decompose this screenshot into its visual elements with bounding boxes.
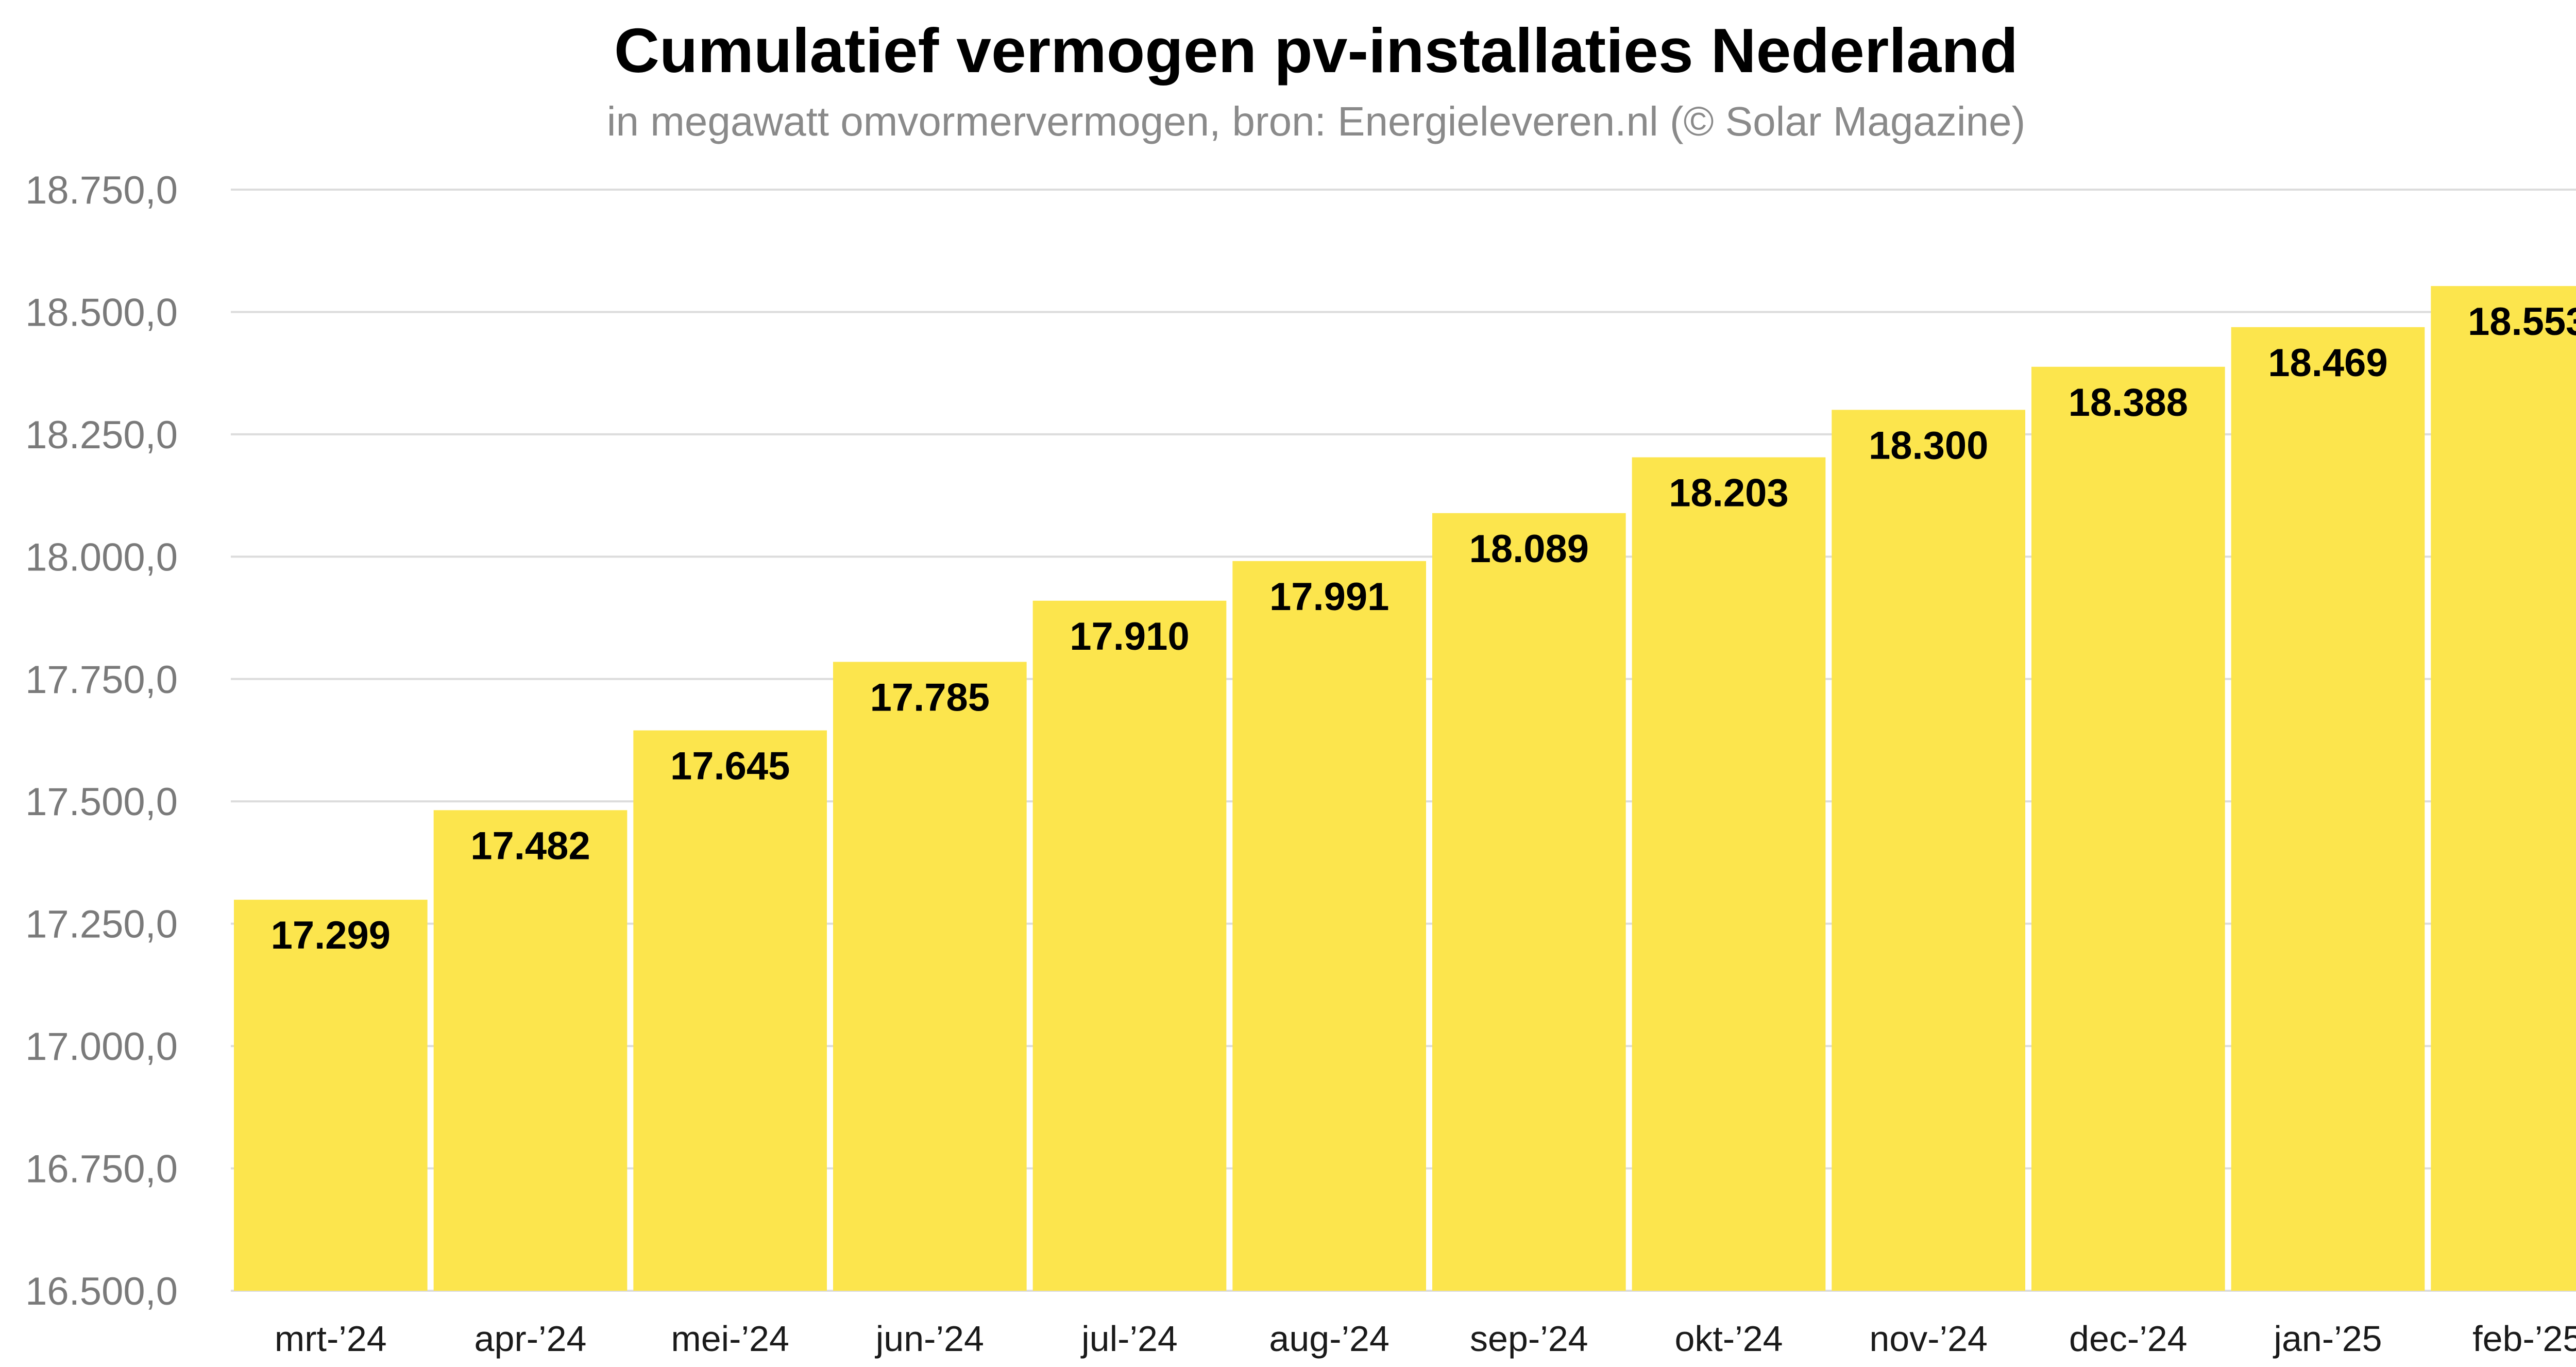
bar (433, 810, 628, 1291)
x-category-label: feb-’25 (2472, 1319, 2576, 1359)
x-category-label: okt-’24 (1674, 1319, 1783, 1359)
bar (1432, 513, 1626, 1291)
y-tick-label: 18.750,0 (25, 168, 178, 212)
data-label: 17.299 (271, 914, 391, 957)
bar (833, 662, 1027, 1291)
x-category-label: jan-’25 (2273, 1319, 2382, 1359)
y-tick-label: 16.500,0 (25, 1270, 178, 1313)
y-tick-label: 16.750,0 (25, 1147, 178, 1191)
x-category-label: mrt-’24 (275, 1319, 387, 1359)
y-tick-label: 18.250,0 (25, 413, 178, 457)
data-label: 17.910 (1070, 615, 1189, 659)
bars (234, 286, 2576, 1291)
bar (1032, 600, 1227, 1291)
data-label: 17.785 (870, 676, 990, 720)
data-label: 18.553 (2468, 300, 2576, 344)
y-tick-label: 17.750,0 (25, 658, 178, 702)
y-tick-label: 17.500,0 (25, 780, 178, 824)
y-tick-label: 18.500,0 (25, 291, 178, 334)
data-label: 18.203 (1669, 471, 1788, 515)
data-label: 18.089 (1469, 527, 1589, 571)
data-label: 18.300 (1869, 424, 1988, 467)
data-label: 18.469 (2268, 341, 2387, 385)
bar (234, 900, 428, 1291)
bar (1232, 561, 1426, 1291)
x-category-label: jun-’24 (875, 1319, 984, 1359)
x-category-label: aug-’24 (1269, 1319, 1389, 1359)
x-category-label: mei-’24 (671, 1319, 789, 1359)
x-category-label: sep-’24 (1470, 1319, 1588, 1359)
bar (1632, 457, 1826, 1291)
x-category-label: apr-’24 (474, 1319, 587, 1359)
x-category-label: jul-’24 (1080, 1319, 1178, 1359)
data-label: 18.388 (2069, 381, 2188, 425)
data-label: 17.991 (1269, 575, 1389, 619)
bar (2231, 327, 2425, 1291)
data-labels: 17.299 17.482 17.645 17.785 17.910 17.991 18.0… (271, 300, 2576, 957)
x-category-label: nov-’24 (1869, 1319, 1988, 1359)
chart-subtitle: in megawatt omvormervermogen, bron: Ener… (606, 98, 2026, 144)
bar (2031, 366, 2225, 1291)
x-axis-category-labels: mrt-’24 apr-’24 mei-’24 jun-’24 jul-’24 aug-’… (275, 1319, 2576, 1359)
y-tick-label: 17.000,0 (25, 1025, 178, 1069)
x-category-label: dec-’24 (2069, 1319, 2188, 1359)
data-label: 17.645 (670, 745, 790, 788)
y-tick-label: 17.250,0 (25, 903, 178, 947)
y-tick-label: 18.000,0 (25, 535, 178, 579)
bar (2431, 286, 2576, 1291)
chart-title: Cumulatief vermogen pv-installaties Nede… (614, 15, 2019, 86)
y-axis-tick-labels: 16.500,0 16.750,0 17.000,0 17.250,0 17.500,0… (25, 168, 178, 1313)
bar (633, 730, 827, 1291)
data-label: 17.482 (470, 824, 590, 868)
gridlines (231, 189, 2576, 1292)
bar (1832, 410, 2025, 1291)
